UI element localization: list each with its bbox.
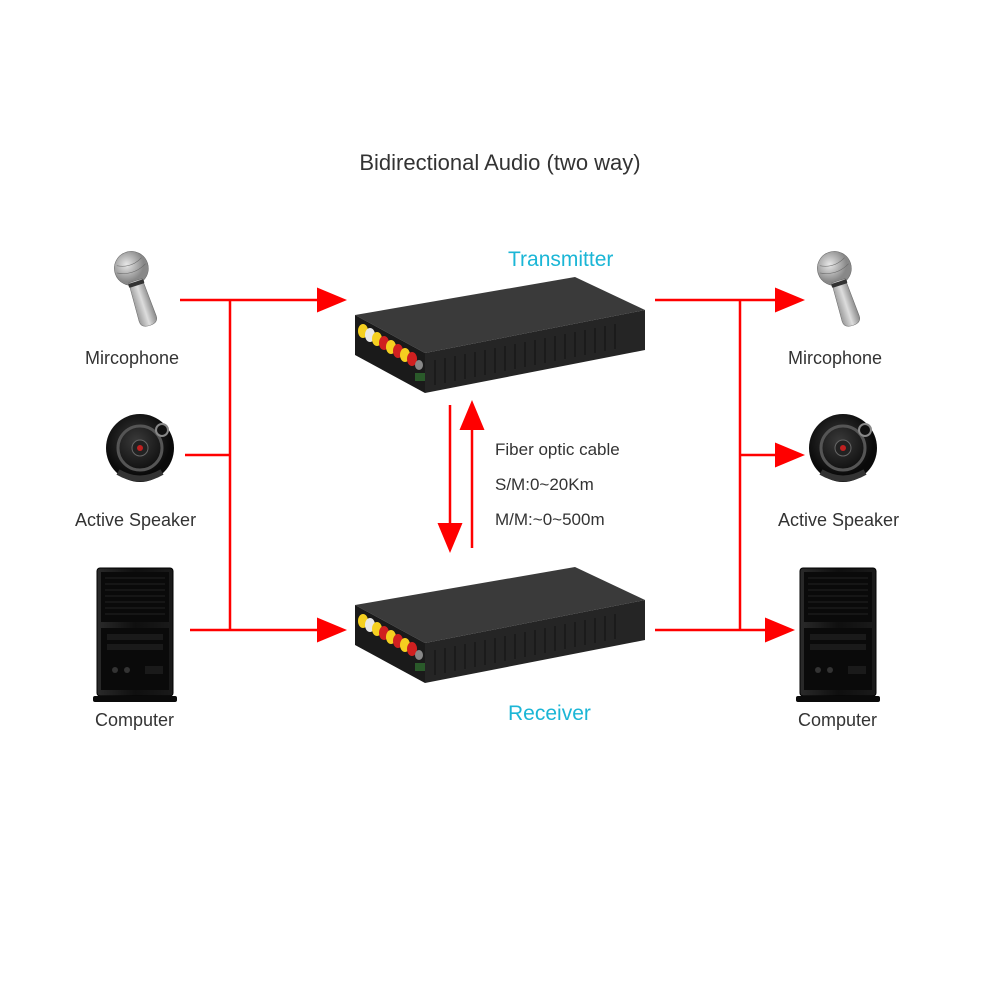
fiber-label-2: S/M:0~20Km [495, 475, 594, 495]
speaker-icon [803, 410, 883, 505]
left-speaker-label: Active Speaker [75, 510, 196, 531]
transmitter-device-icon [345, 265, 655, 405]
microphone-icon [808, 245, 878, 350]
receiver-device-icon [345, 555, 655, 695]
computer-icon [85, 560, 185, 710]
right-microphone-label: Mircophone [788, 348, 882, 369]
speaker-icon [100, 410, 180, 505]
left-computer-label: Computer [95, 710, 174, 731]
receiver-label: Receiver [508, 702, 591, 726]
left-microphone-label: Mircophone [85, 348, 179, 369]
right-computer-label: Computer [798, 710, 877, 731]
microphone-icon [105, 245, 175, 350]
computer-icon [788, 560, 888, 710]
fiber-label-1: Fiber optic cable [495, 440, 620, 460]
diagram-title: Bidirectional Audio (two way) [359, 150, 640, 176]
right-speaker-label: Active Speaker [778, 510, 899, 531]
fiber-label-3: M/M:~0~500m [495, 510, 605, 530]
